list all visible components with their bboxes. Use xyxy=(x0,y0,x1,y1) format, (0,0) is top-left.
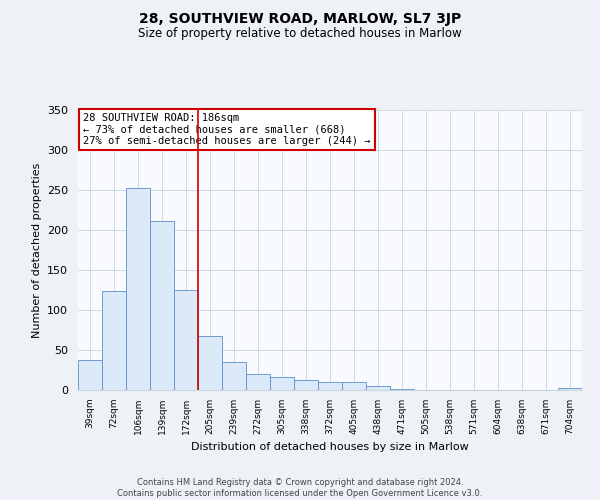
Text: Contains HM Land Registry data © Crown copyright and database right 2024.
Contai: Contains HM Land Registry data © Crown c… xyxy=(118,478,482,498)
Bar xyxy=(222,362,246,390)
Bar xyxy=(294,380,318,390)
Bar xyxy=(174,290,198,390)
Bar xyxy=(270,377,294,390)
Bar xyxy=(198,336,222,390)
Bar xyxy=(150,221,174,390)
Text: 28 SOUTHVIEW ROAD: 186sqm
← 73% of detached houses are smaller (668)
27% of semi: 28 SOUTHVIEW ROAD: 186sqm ← 73% of detac… xyxy=(83,113,371,146)
Bar xyxy=(366,386,390,390)
Text: Size of property relative to detached houses in Marlow: Size of property relative to detached ho… xyxy=(138,28,462,40)
Bar xyxy=(390,389,414,390)
Bar xyxy=(102,291,126,390)
Bar xyxy=(246,374,270,390)
Bar xyxy=(342,382,366,390)
Y-axis label: Number of detached properties: Number of detached properties xyxy=(32,162,41,338)
Bar xyxy=(126,188,150,390)
Bar xyxy=(318,382,342,390)
X-axis label: Distribution of detached houses by size in Marlow: Distribution of detached houses by size … xyxy=(191,442,469,452)
Bar xyxy=(78,360,102,390)
Text: 28, SOUTHVIEW ROAD, MARLOW, SL7 3JP: 28, SOUTHVIEW ROAD, MARLOW, SL7 3JP xyxy=(139,12,461,26)
Bar xyxy=(558,388,582,390)
